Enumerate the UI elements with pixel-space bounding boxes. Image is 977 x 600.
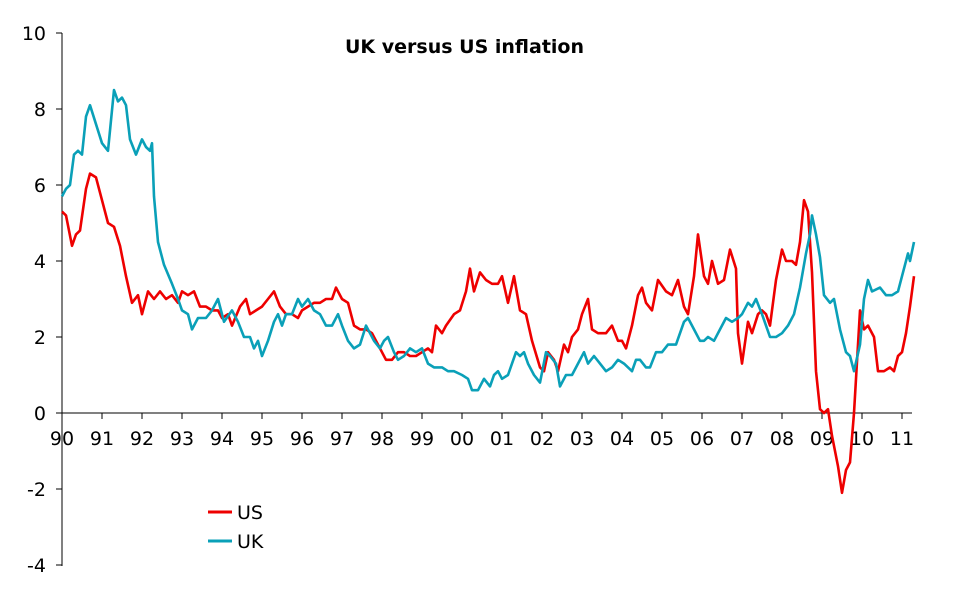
x-tick-label: 98 xyxy=(370,428,394,450)
x-tick-label: 02 xyxy=(530,428,554,450)
x-tick-label: 03 xyxy=(570,428,594,450)
x-tick-label: 09 xyxy=(810,428,834,450)
x-tick-label: 94 xyxy=(210,428,234,450)
x-tick-label: 90 xyxy=(50,428,74,450)
x-tick-label: 10 xyxy=(850,428,874,450)
x-tick-label: 01 xyxy=(490,428,514,450)
y-tick-label: -2 xyxy=(27,479,46,501)
x-tick-label: 93 xyxy=(170,428,194,450)
y-tick-label: -4 xyxy=(27,555,46,577)
series-line-uk xyxy=(60,88,916,392)
x-tick-label: 97 xyxy=(330,428,354,450)
y-tick-label: 2 xyxy=(34,327,46,349)
y-tick-label: 4 xyxy=(34,251,46,273)
chart-title: UK versus US inflation xyxy=(345,36,584,58)
legend-item-us: US xyxy=(208,502,263,524)
legend-label-us: US xyxy=(237,502,263,524)
legend: US UK xyxy=(208,502,264,553)
x-tick-label: 08 xyxy=(770,428,794,450)
x-tick-label: 92 xyxy=(130,428,154,450)
legend-label-uk: UK xyxy=(237,531,264,553)
x-tick-label: 00 xyxy=(450,428,474,450)
y-tick-label: 8 xyxy=(34,99,46,121)
x-tick-label: 04 xyxy=(610,428,634,450)
series-lines xyxy=(60,88,916,495)
y-tick-label: 0 xyxy=(34,403,46,425)
x-tick-label: 11 xyxy=(890,428,914,450)
x-tick-label: 07 xyxy=(730,428,754,450)
x-tick-label: 05 xyxy=(650,428,674,450)
x-tick-label: 99 xyxy=(410,428,434,450)
x-tick-label: 96 xyxy=(290,428,314,450)
legend-item-uk: UK xyxy=(208,531,264,553)
x-tick-label: 06 xyxy=(690,428,714,450)
x-tick-label: 95 xyxy=(250,428,274,450)
y-tick-label: 10 xyxy=(22,23,46,45)
y-tick-label: 6 xyxy=(34,175,46,197)
y-ticks: -4 -2 0 2 4 6 8 10 xyxy=(22,23,62,577)
x-tick-label: 91 xyxy=(90,428,114,450)
x-ticks: 90 91 92 93 94 95 96 97 98 99 00 01 02 03 04 05 06 07 08 09… xyxy=(50,413,914,450)
